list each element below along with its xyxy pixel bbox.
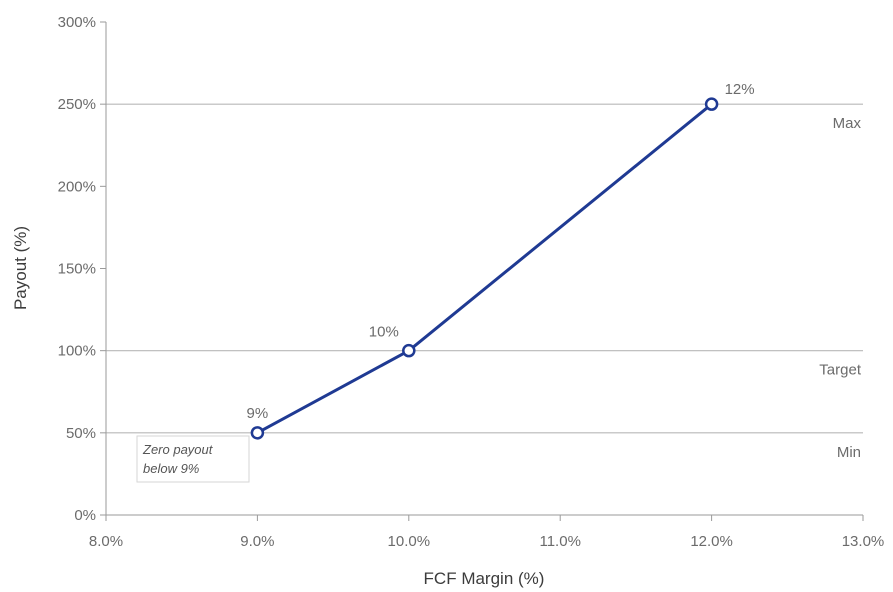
annotation-line-1: Zero payout	[142, 442, 214, 457]
series-line	[256, 103, 713, 435]
data-point	[704, 97, 719, 111]
reference-label-min: Min	[837, 444, 861, 461]
data-point	[250, 426, 265, 440]
y-axis-title: Payout (%)	[11, 226, 30, 310]
reference-label-target: Target	[819, 362, 862, 379]
data-label: 10%	[369, 324, 399, 341]
y-tick-label: 100%	[58, 343, 96, 360]
annotation-line-2: below 9%	[143, 461, 199, 476]
annotation-frame	[136, 435, 250, 483]
y-tick-label: 200%	[58, 178, 96, 195]
x-tick-label: 9.0%	[240, 533, 274, 550]
y-tick-label: 150%	[58, 261, 96, 278]
x-tick-label: 13.0%	[842, 533, 885, 550]
reference-label-max: Max	[833, 115, 862, 132]
data-label: 12%	[725, 81, 755, 98]
y-tick-label: 0%	[74, 507, 96, 524]
reference-lines: Max Target Min	[106, 103, 863, 461]
x-tick-label: 10.0%	[388, 533, 431, 550]
x-axis-title: FCF Margin (%)	[424, 569, 545, 588]
x-tick-label: 11.0%	[539, 533, 580, 550]
x-tick-label: 8.0%	[89, 533, 123, 550]
y-tick-label: 250%	[58, 96, 96, 113]
y-tick-label: 300%	[58, 14, 96, 31]
x-tick-label: 12.0%	[690, 533, 733, 550]
data-point	[402, 343, 416, 358]
data-label: 9%	[247, 405, 269, 422]
annotation-box: Zero payout below 9%	[136, 435, 250, 483]
y-tick-label: 50%	[66, 425, 96, 442]
series: 9% 10% 12%	[247, 81, 755, 440]
axes: 0% 50% 100% 150% 200% 250% 300% 8.0% 9.0% 10.0% 11…	[58, 14, 885, 550]
